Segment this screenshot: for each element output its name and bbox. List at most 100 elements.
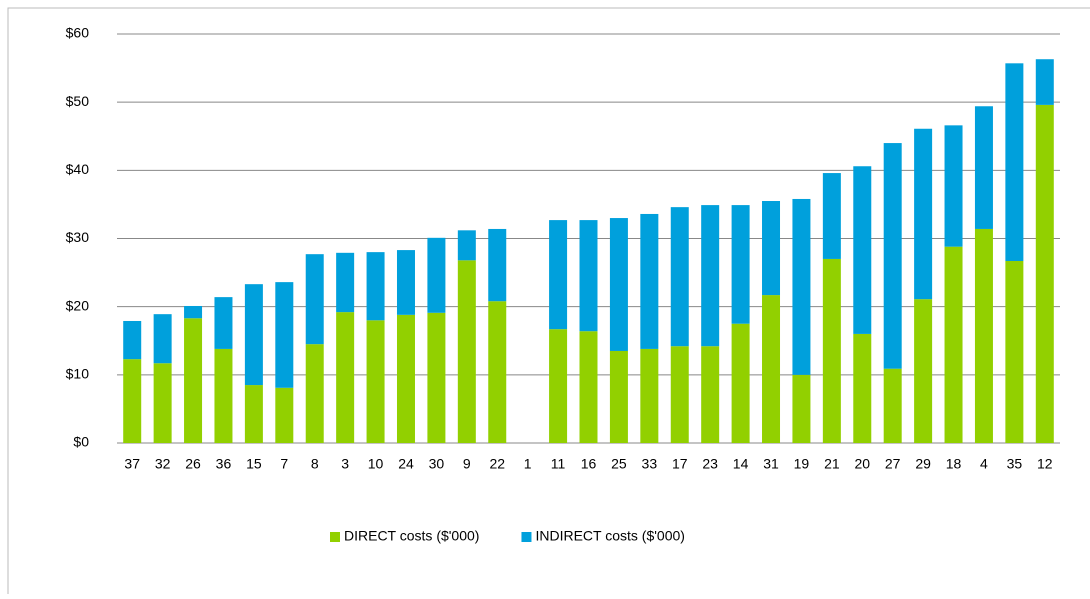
y-tick-label: $30 [66,229,90,245]
y-tick-label: $40 [66,161,90,177]
bar-segment [244,284,263,386]
x-tick-label: 12 [1037,456,1053,472]
x-tick-label: 36 [216,456,232,472]
bar-segment [579,331,598,443]
x-tick-label: 10 [368,456,384,472]
y-tick-label: $60 [66,25,90,41]
bar-segment [762,295,781,443]
x-tick-label: 11 [551,456,566,472]
bar-segment [640,213,659,349]
bar-segment [701,346,720,443]
bar-segment [731,205,750,324]
bar-segment [609,350,628,443]
x-tick-label: 15 [246,456,262,472]
bar-segment [974,228,993,443]
y-tick-label: $10 [66,366,90,382]
bar-segment [123,320,142,360]
x-tick-label: 20 [854,456,870,472]
bar-segment [427,237,446,313]
bar-segment [427,312,446,443]
bar-segment [457,230,476,261]
bar-segment [396,314,415,443]
bar-segment [305,344,324,443]
y-tick-label: $50 [66,93,90,109]
x-tick-label: 9 [463,456,471,472]
bar-segment [883,368,902,443]
bar-segment [336,312,355,443]
bar-segment [640,348,659,443]
x-tick-label: 3 [341,456,349,472]
bar-segment [184,318,203,443]
bar-segment [883,143,902,369]
bar-segment [488,228,507,302]
bar-segment [974,106,993,229]
bar-segment [305,254,324,345]
bar-segment [731,323,750,443]
x-tick-label: 21 [824,456,840,472]
bar-segment [396,250,415,315]
bar-segment [609,218,628,351]
bar-segment [944,125,963,247]
x-tick-label: 30 [429,456,445,472]
chart-frame [7,7,1090,594]
x-tick-label: 16 [581,456,597,472]
x-tick-label: 37 [124,456,140,472]
bar-segment [1035,104,1054,443]
bar-segment [762,201,781,296]
bar-segment [853,166,872,334]
bar-segment [670,346,689,443]
x-tick-label: 4 [980,456,988,472]
bar-segment [822,258,841,443]
bar-segment [822,173,841,259]
legend-swatch [330,532,340,542]
x-tick-label: 25 [611,456,627,472]
x-tick-label: 24 [398,456,414,472]
bar-segment [549,329,568,443]
bar-segment [1035,59,1054,105]
x-tick-label: 22 [489,456,505,472]
bar-segment [275,282,294,388]
bar-segment [914,128,933,300]
x-tick-label: 18 [946,456,962,472]
bar-segment [275,387,294,443]
bar-segment [701,205,720,347]
x-tick-label: 7 [280,456,288,472]
bar-segment [670,207,689,347]
x-tick-label: 17 [672,456,688,472]
bar-segment [336,252,355,313]
x-tick-label: 8 [311,456,319,472]
x-tick-label: 1 [524,456,532,472]
y-tick-label: $20 [66,297,90,313]
legend-label: DIRECT costs ($'000) [344,528,479,544]
bar-segment [184,305,203,319]
bar-segment [914,299,933,443]
bar-segment [1005,63,1024,261]
bar-segment [1005,260,1024,443]
bar-segment [214,297,233,349]
bar-segment [944,246,963,443]
bar-segment [549,220,568,330]
x-tick-label: 27 [885,456,901,472]
legend-swatch [521,532,532,542]
bar-segment [792,374,811,443]
bar-segment [244,385,263,443]
x-tick-label: 35 [1007,456,1023,472]
y-tick-label: $0 [73,434,89,450]
legend-label: INDIRECT costs ($'000) [535,528,684,544]
bar-segment [579,220,598,332]
bar-segment [153,314,172,364]
bar-segment [853,333,872,443]
x-tick-label: 29 [915,456,931,472]
x-tick-label: 14 [733,456,749,472]
bar-segment [153,363,172,443]
x-tick-label: 31 [763,456,779,472]
bar-segment [123,359,142,443]
x-tick-label: 23 [702,456,718,472]
x-tick-label: 32 [155,456,171,472]
bar-segment [366,252,385,321]
bar-segment [488,301,507,443]
x-tick-label: 19 [794,456,810,472]
x-tick-label: 26 [185,456,201,472]
bar-segment [366,320,385,443]
